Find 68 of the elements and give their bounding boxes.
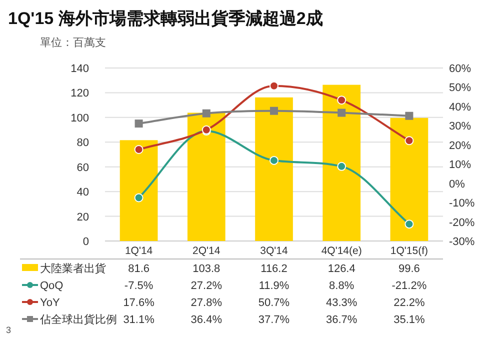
point xyxy=(337,162,346,171)
y2-tick-label: 0% xyxy=(449,178,466,190)
data-label: -7.5% xyxy=(124,280,154,292)
bar xyxy=(120,140,158,241)
data-label: 17.6% xyxy=(123,297,155,309)
y-tick-label: 20 xyxy=(76,211,89,224)
data-label: 27.8% xyxy=(190,297,222,309)
data-label: 11.9% xyxy=(258,280,290,292)
data-label: 103.8 xyxy=(192,263,220,275)
y-tick-label: 100 xyxy=(70,112,89,124)
y2-tick-label: 40% xyxy=(449,101,472,114)
x-tick-label: 3Q'14 xyxy=(260,245,288,257)
data-label: 8.8% xyxy=(329,280,354,292)
data-label: 50.7% xyxy=(258,297,290,309)
y-tick-label: 60 xyxy=(76,162,89,174)
data-label: 99.6 xyxy=(398,263,420,275)
point xyxy=(134,193,144,202)
data-label: 43.3% xyxy=(326,297,358,309)
point xyxy=(270,81,278,90)
x-tick-label: 1Q'14 xyxy=(124,245,153,257)
point xyxy=(134,145,144,154)
y2-tick-label: -20% xyxy=(449,216,475,229)
bar xyxy=(322,84,361,241)
x-tick-label: 4Q'14(e) xyxy=(321,245,362,257)
legend-label: QoQ xyxy=(40,280,64,292)
y2-tick-label: -30% xyxy=(449,236,475,248)
data-label: 27.2% xyxy=(190,280,222,292)
data-label: 35.1% xyxy=(394,314,426,326)
data-label: 22.2% xyxy=(394,297,426,309)
data-label: 36.7% xyxy=(326,314,358,326)
legend-label: YoY xyxy=(40,297,60,309)
data-label: 36.4% xyxy=(190,314,222,326)
point xyxy=(338,108,346,117)
y-tick-label: 140 xyxy=(70,63,89,75)
y2-tick-label: 20% xyxy=(449,140,472,152)
y2-tick-label: -10% xyxy=(449,198,475,210)
point xyxy=(134,120,143,128)
y2-tick-label: 50% xyxy=(449,82,472,94)
point xyxy=(404,220,414,229)
data-label: 81.6 xyxy=(128,263,150,275)
legend-label: 大陸業者出貨 xyxy=(40,262,106,275)
y-tick-label: 80 xyxy=(76,137,89,150)
bar xyxy=(390,118,428,241)
data-label: 31.1% xyxy=(123,314,155,326)
text: 3 xyxy=(6,325,12,335)
data-label: 126.4 xyxy=(328,263,356,275)
chart-title: 1Q'15 海外市場需求轉弱出貨季減超過2成 xyxy=(8,9,323,28)
x-tick-label: 1Q'15(f) xyxy=(390,245,428,257)
point xyxy=(337,96,346,105)
y2-tick-label: 30% xyxy=(449,120,472,133)
point xyxy=(270,156,278,165)
data-label: 37.7% xyxy=(258,314,290,326)
text: 單位：百萬支 xyxy=(40,36,106,49)
point xyxy=(404,136,414,146)
x-tick-label: 2Q'14 xyxy=(192,245,220,257)
bar xyxy=(255,97,293,241)
data-label: -21.2% xyxy=(392,280,427,292)
y-tick-label: 40 xyxy=(76,186,89,199)
y-tick-label: 0 xyxy=(82,236,89,248)
point xyxy=(405,112,414,120)
bar xyxy=(187,112,226,241)
y-tick-label: 120 xyxy=(70,88,89,100)
y2-tick-label: 10% xyxy=(449,159,472,172)
point xyxy=(202,109,210,118)
data-label: 116.2 xyxy=(260,263,288,275)
y2-tick-label: 60% xyxy=(449,63,472,75)
point xyxy=(270,106,278,115)
legend-label: 佔全球出貨比例 xyxy=(39,313,117,326)
